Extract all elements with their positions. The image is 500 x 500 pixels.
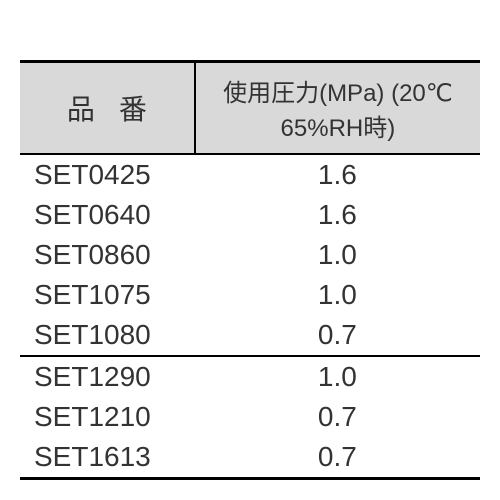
table-row: SET06401.6: [20, 195, 480, 235]
header-col-code: 品番: [20, 62, 195, 155]
cell-code: SET1613: [20, 437, 195, 479]
table-row: SET04251.6: [20, 154, 480, 195]
table-row: SET12901.0: [20, 356, 480, 397]
cell-pressure: 0.7: [195, 437, 480, 479]
cell-pressure: 0.7: [195, 397, 480, 437]
cell-pressure: 1.0: [195, 235, 480, 275]
cell-pressure: 1.6: [195, 154, 480, 195]
cell-pressure: 0.7: [195, 315, 480, 356]
table-body: SET04251.6SET06401.6SET08601.0SET10751.0…: [20, 154, 480, 479]
table-row: SET10800.7: [20, 315, 480, 356]
cell-pressure: 1.6: [195, 195, 480, 235]
pressure-table-container: 品番 使用圧力(MPa) (20℃ 65%RH時) SET04251.6SET0…: [20, 60, 480, 480]
header-row: 品番 使用圧力(MPa) (20℃ 65%RH時): [20, 62, 480, 155]
cell-code: SET1080: [20, 315, 195, 356]
cell-pressure: 1.0: [195, 356, 480, 397]
cell-code: SET0640: [20, 195, 195, 235]
table-row: SET12100.7: [20, 397, 480, 437]
cell-code: SET1290: [20, 356, 195, 397]
cell-code: SET1210: [20, 397, 195, 437]
cell-code: SET1075: [20, 275, 195, 315]
table-row: SET08601.0: [20, 235, 480, 275]
cell-code: SET0860: [20, 235, 195, 275]
cell-pressure: 1.0: [195, 275, 480, 315]
cell-code: SET0425: [20, 154, 195, 195]
table-row: SET16130.7: [20, 437, 480, 479]
header-col-pressure: 使用圧力(MPa) (20℃ 65%RH時): [195, 62, 480, 155]
pressure-table: 品番 使用圧力(MPa) (20℃ 65%RH時) SET04251.6SET0…: [20, 60, 480, 480]
table-row: SET10751.0: [20, 275, 480, 315]
